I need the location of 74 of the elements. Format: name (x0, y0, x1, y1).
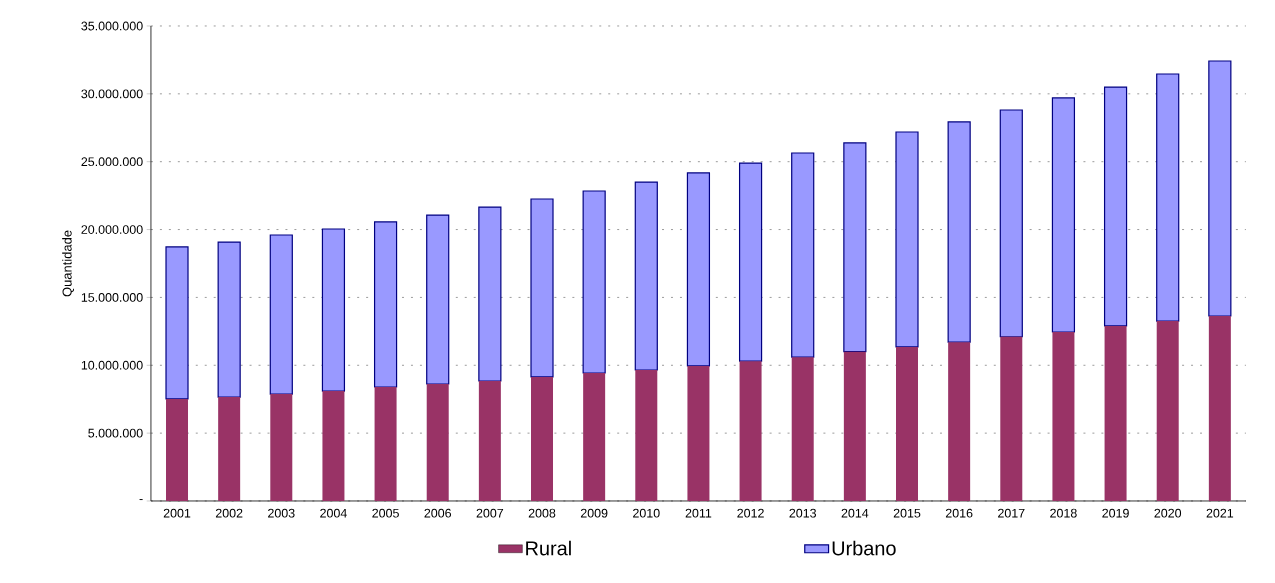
bar (738, 162, 763, 362)
bar (374, 386, 397, 501)
bar (1156, 321, 1179, 501)
x-tick-label: 2017 (998, 508, 1025, 518)
legend-label: Rural (526, 540, 571, 556)
bar (426, 214, 450, 385)
y-tick-label: 35.000.000 (81, 21, 143, 31)
bar (791, 152, 815, 358)
x-tick-label: 2015 (893, 508, 921, 518)
x-tick-label: 2012 (737, 508, 764, 518)
x-tick-label: 2001 (163, 508, 191, 518)
x-tick-label: 2011 (685, 508, 712, 518)
bar (843, 142, 867, 353)
bar (270, 394, 293, 501)
x-tick-label: 2021 (1206, 508, 1234, 518)
x-tick-label: 2018 (1050, 508, 1077, 518)
x-tick-label: 2009 (580, 508, 608, 518)
bar (1052, 332, 1075, 501)
bar (166, 398, 189, 501)
bar (426, 384, 449, 501)
y-tick-label: 25.000.000 (81, 157, 143, 167)
x-tick-label: 2002 (215, 508, 243, 518)
bar (321, 228, 346, 392)
x-tick-label: 2016 (945, 508, 973, 518)
bar (1208, 316, 1231, 501)
x-tick-label: 2007 (476, 508, 504, 518)
bar (948, 342, 971, 501)
bar (843, 351, 866, 501)
bar (478, 206, 502, 382)
bar (1156, 73, 1180, 322)
y-axis-title: Quantidade (62, 230, 75, 297)
bar (1000, 336, 1023, 501)
bar (217, 241, 241, 398)
x-tick-label: 2008 (528, 508, 556, 518)
bar (531, 376, 554, 501)
bar (999, 109, 1023, 338)
x-tick-label: 2006 (424, 508, 452, 518)
bar (582, 190, 606, 374)
bar (947, 121, 971, 343)
bar (373, 221, 398, 388)
x-tick-label: 2019 (1102, 508, 1129, 518)
y-tick-label: 10.000.000 (81, 360, 143, 370)
x-tick-label: 2020 (1154, 508, 1182, 518)
bar (1208, 60, 1232, 317)
x-tick-label: 2010 (633, 508, 660, 518)
x-tick-label: 2014 (841, 508, 869, 518)
bar (1051, 97, 1076, 333)
y-tick-label: 20.000.000 (81, 225, 143, 234)
bar (478, 381, 501, 501)
bar (791, 357, 814, 501)
y-tick-label: 30.000.000 (81, 89, 143, 99)
bar (634, 181, 658, 371)
x-tick-label: 2013 (789, 508, 817, 518)
x-tick-label: 2003 (268, 508, 295, 518)
y-tick-label: - (139, 499, 143, 501)
x-tick-label: 2004 (320, 508, 347, 518)
bar (583, 373, 606, 501)
bar (635, 370, 658, 501)
bar (1104, 325, 1127, 501)
bar (218, 397, 241, 501)
y-tick-label: 5.000.000 (88, 428, 143, 438)
bar (269, 234, 293, 395)
bar (165, 246, 189, 400)
bar (739, 361, 762, 501)
bar (896, 346, 918, 501)
bar (530, 198, 554, 378)
bar (322, 391, 345, 501)
bar (895, 131, 919, 348)
bar (1103, 86, 1128, 327)
legend-label: Urbano (832, 540, 896, 556)
x-tick-label: 2005 (372, 508, 399, 518)
bar (686, 172, 711, 367)
bar (687, 365, 710, 501)
y-tick-label: 15.000.000 (81, 293, 143, 302)
